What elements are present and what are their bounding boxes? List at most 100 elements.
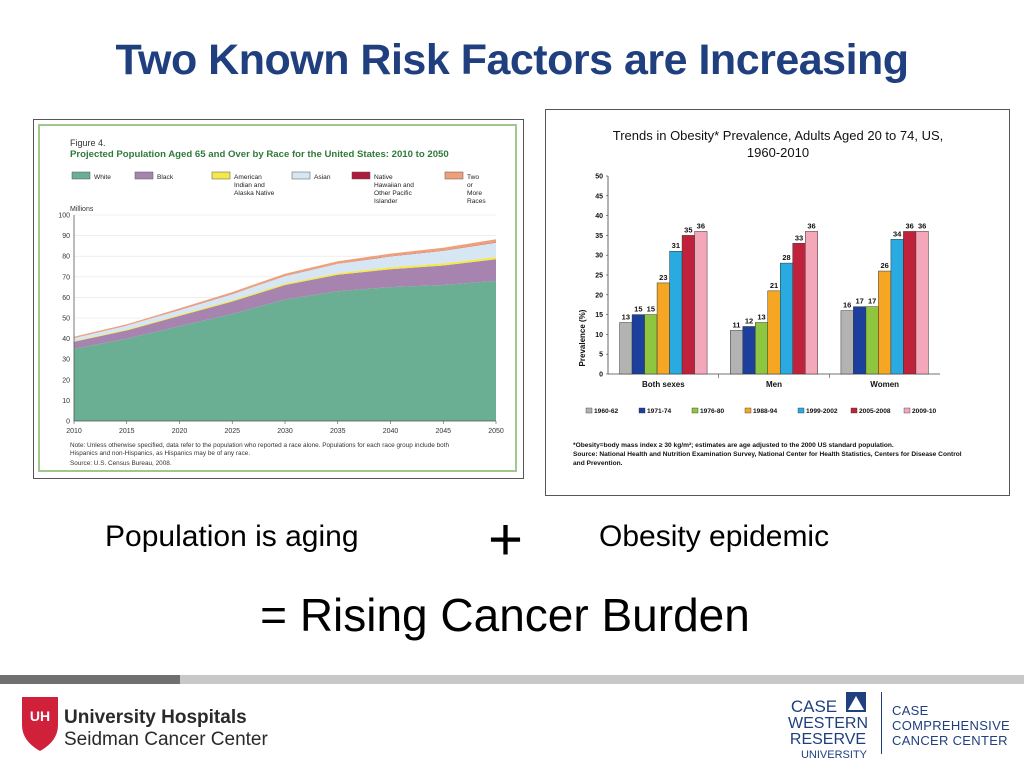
plus-sign: + — [488, 506, 524, 573]
bar-value-label: 23 — [659, 273, 667, 282]
bar-women-1960-62 — [840, 310, 854, 375]
bar-value-label: 26 — [880, 261, 888, 270]
bar-value-label: 36 — [905, 221, 913, 230]
cancer-center-line3: CANCER CENTER — [892, 733, 1008, 748]
bar-chart-footnote: *Obesity=body mass index ≥ 30 kg/m²; est… — [573, 442, 894, 449]
bar-men-1976-80 — [755, 322, 768, 375]
bar-value-label: 16 — [843, 301, 851, 310]
cancer-center-line1: CASE — [892, 703, 929, 718]
bar-women-1999-2002 — [890, 239, 904, 375]
figure-label: Figure 4. — [70, 138, 106, 148]
bar-value-label: 21 — [770, 281, 778, 290]
bar-chart-title-line1: Trends in Obesity* Prevalence, Adults Ag… — [613, 128, 943, 143]
bar-chart-legend: 1960-62 1971-74 1976-80 1988-94 1999-2002 200… — [585, 407, 937, 415]
bar-category-women: Women — [870, 380, 899, 389]
bar-legend-1988-94: 1988-94 — [744, 407, 778, 415]
area-y-tick: 60 — [62, 295, 70, 302]
case-western-logo: CASE WESTERN RESERVE UNIVERSITY — [788, 692, 868, 761]
bar-value-label: 15 — [647, 305, 655, 314]
obesity-chart-panel: Trends in Obesity* Prevalence, Adults Ag… — [545, 109, 1010, 496]
bar-value-label: 28 — [782, 253, 790, 262]
svg-text:UNIVERSITY: UNIVERSITY — [801, 749, 868, 761]
bar-both-sexes-1988-94 — [656, 282, 670, 375]
bar-both-sexes-1999-2002 — [669, 250, 683, 375]
caption-obesity-epidemic: Obesity epidemic — [599, 520, 830, 553]
bar-legend-1960-62: 1960-62 — [585, 407, 619, 415]
area-legend-white: White — [71, 171, 111, 181]
uh-name-line2: Seidman Cancer Center — [64, 729, 268, 750]
bar-value-label: 36 — [697, 221, 705, 230]
population-chart-frame: Figure 4. Projected Population Aged 65 a… — [38, 124, 517, 472]
bar-value-label: 13 — [622, 313, 630, 322]
bar-value-label: 35 — [684, 225, 692, 234]
area-chart-legend: White Black American Indian and Alaska Nativ… — [71, 171, 486, 205]
bar-women-1988-94 — [878, 270, 892, 375]
bar-both-sexes-1960-62 — [619, 322, 633, 375]
bar-value-label: 15 — [634, 305, 642, 314]
area-legend-american-indian-and-alaska-native: American Indian and Alaska Native — [211, 171, 275, 197]
area-legend-asian: Asian — [291, 171, 331, 181]
area-x-tick: 2025 — [224, 428, 240, 435]
bar-men-2009-10 — [805, 231, 818, 375]
bar-both-sexes-2009-10 — [694, 231, 708, 375]
area-x-tick: 2015 — [119, 428, 135, 435]
bar-y-tick: 20 — [595, 292, 603, 299]
area-y-tick: 80 — [62, 254, 70, 261]
bar-category-both-sexes: Both sexes — [642, 380, 685, 389]
area-x-tick: 2050 — [488, 428, 504, 435]
bar-y-tick: 15 — [595, 312, 603, 319]
bar-y-tick: 25 — [595, 273, 603, 280]
bar-both-sexes-1976-80 — [644, 314, 658, 375]
area-y-tick: 50 — [62, 316, 70, 323]
area-x-tick: 2010 — [66, 428, 82, 435]
bar-legend-2009-10: 2009-10 — [903, 407, 937, 415]
area-legend-label: Native Hawaiian and Other Pacific Islander — [374, 174, 414, 205]
bar-women-1971-74 — [853, 306, 867, 375]
bar-y-tick: 5 — [599, 352, 603, 359]
bar-y-tick: 0 — [599, 372, 603, 379]
bar-value-label: 36 — [807, 221, 815, 230]
bar-men-2005-2008 — [792, 243, 806, 375]
caption-population-aging: Population is aging — [105, 520, 359, 553]
area-chart-source: Source: U.S. Census Bureau, 2008. — [70, 460, 172, 467]
area-y-tick: 30 — [62, 357, 70, 364]
bar-y-tick: 10 — [595, 332, 603, 339]
area-x-tick: 2040 — [383, 428, 399, 435]
bar-men-1971-74 — [742, 326, 756, 375]
svg-text:RESERVE: RESERVE — [790, 731, 866, 748]
bar-chart-title-line2: 1960-2010 — [747, 145, 809, 160]
bar-value-label: 34 — [893, 229, 902, 238]
area-layer-white — [74, 280, 496, 421]
bar-legend-label: 1988-94 — [753, 408, 778, 415]
bar-value-label: 11 — [733, 320, 741, 329]
bar-legend-label: 2005-2008 — [859, 408, 891, 415]
area-legend-label: Two or More Races — [467, 174, 486, 205]
bar-both-sexes-1971-74 — [631, 314, 645, 375]
area-y-tick: 10 — [62, 398, 70, 405]
bar-men-1988-94 — [767, 290, 781, 375]
area-legend-label: Black — [157, 174, 174, 181]
cancer-center-line2: COMPREHENSIVE — [892, 718, 1011, 733]
footer-divider-dark — [0, 675, 180, 684]
bar-women-2005-2008 — [903, 231, 917, 375]
bar-y-tick: 30 — [595, 253, 603, 260]
area-x-tick: 2030 — [277, 428, 293, 435]
bar-value-label: 33 — [795, 233, 803, 242]
population-chart-panel: Figure 4. Projected Population Aged 65 a… — [33, 119, 524, 479]
footer-divider-light — [180, 675, 1024, 684]
area-layer-asian — [74, 242, 496, 342]
bar-legend-label: 1999-2002 — [806, 408, 838, 415]
bar-legend-label: 2009-10 — [912, 408, 937, 415]
area-y-tick: 40 — [62, 336, 70, 343]
bar-legend-2005-2008: 2005-2008 — [850, 407, 891, 415]
bar-value-label: 12 — [745, 316, 753, 325]
svg-text:UH: UH — [30, 708, 50, 724]
area-x-tick: 2045 — [435, 428, 451, 435]
area-x-tick: 2035 — [330, 428, 346, 435]
bar-legend-1976-80: 1976-80 — [691, 407, 725, 415]
uh-name-line1: University Hospitals — [64, 707, 247, 728]
footer-logo-divider — [881, 692, 882, 754]
bar-value-label: 13 — [757, 313, 765, 322]
svg-text:CASE: CASE — [791, 697, 837, 716]
bar-men-1960-62 — [730, 330, 743, 375]
